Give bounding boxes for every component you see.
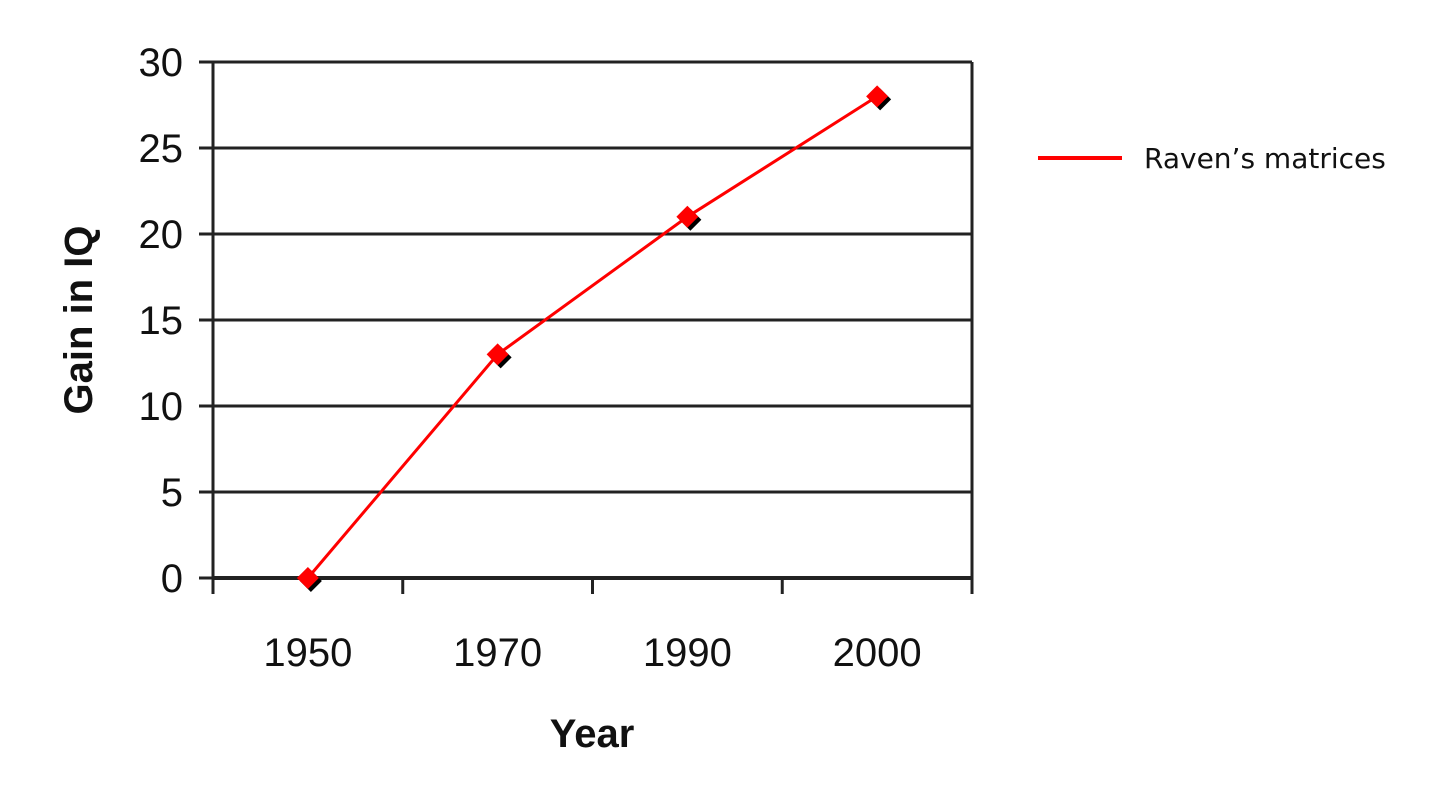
y-tick-label: 5 bbox=[161, 471, 183, 515]
x-tick-labels: 1950 1970 1990 2000 bbox=[263, 631, 921, 675]
y-tick-label: 30 bbox=[139, 41, 184, 85]
y-axis-label: Gain in IQ bbox=[57, 226, 101, 415]
x-tick-label: 2000 bbox=[833, 631, 922, 675]
y-tick-label: 25 bbox=[139, 127, 184, 171]
data-point bbox=[676, 205, 699, 228]
x-tick-label: 1990 bbox=[643, 631, 732, 675]
y-tick-label: 0 bbox=[161, 557, 183, 601]
x-axis-label: Year bbox=[550, 712, 635, 756]
legend-label-raven: Raven’s matrices bbox=[1144, 142, 1386, 175]
y-tick-label: 10 bbox=[139, 385, 184, 429]
y-tick-labels: 0 5 10 15 20 25 30 bbox=[139, 41, 184, 601]
x-tick-label: 1970 bbox=[453, 631, 542, 675]
y-tick-label: 20 bbox=[139, 213, 184, 257]
legend: Raven’s matrices bbox=[1038, 142, 1386, 175]
x-tick-label: 1950 bbox=[263, 631, 352, 675]
y-tick-label: 15 bbox=[139, 299, 184, 343]
series-layer bbox=[296, 85, 892, 592]
axes bbox=[199, 60, 974, 594]
data-point bbox=[866, 85, 889, 108]
data-point bbox=[486, 343, 509, 366]
series-line bbox=[306, 95, 878, 579]
gridlines bbox=[213, 60, 972, 494]
data-point bbox=[296, 567, 319, 589]
